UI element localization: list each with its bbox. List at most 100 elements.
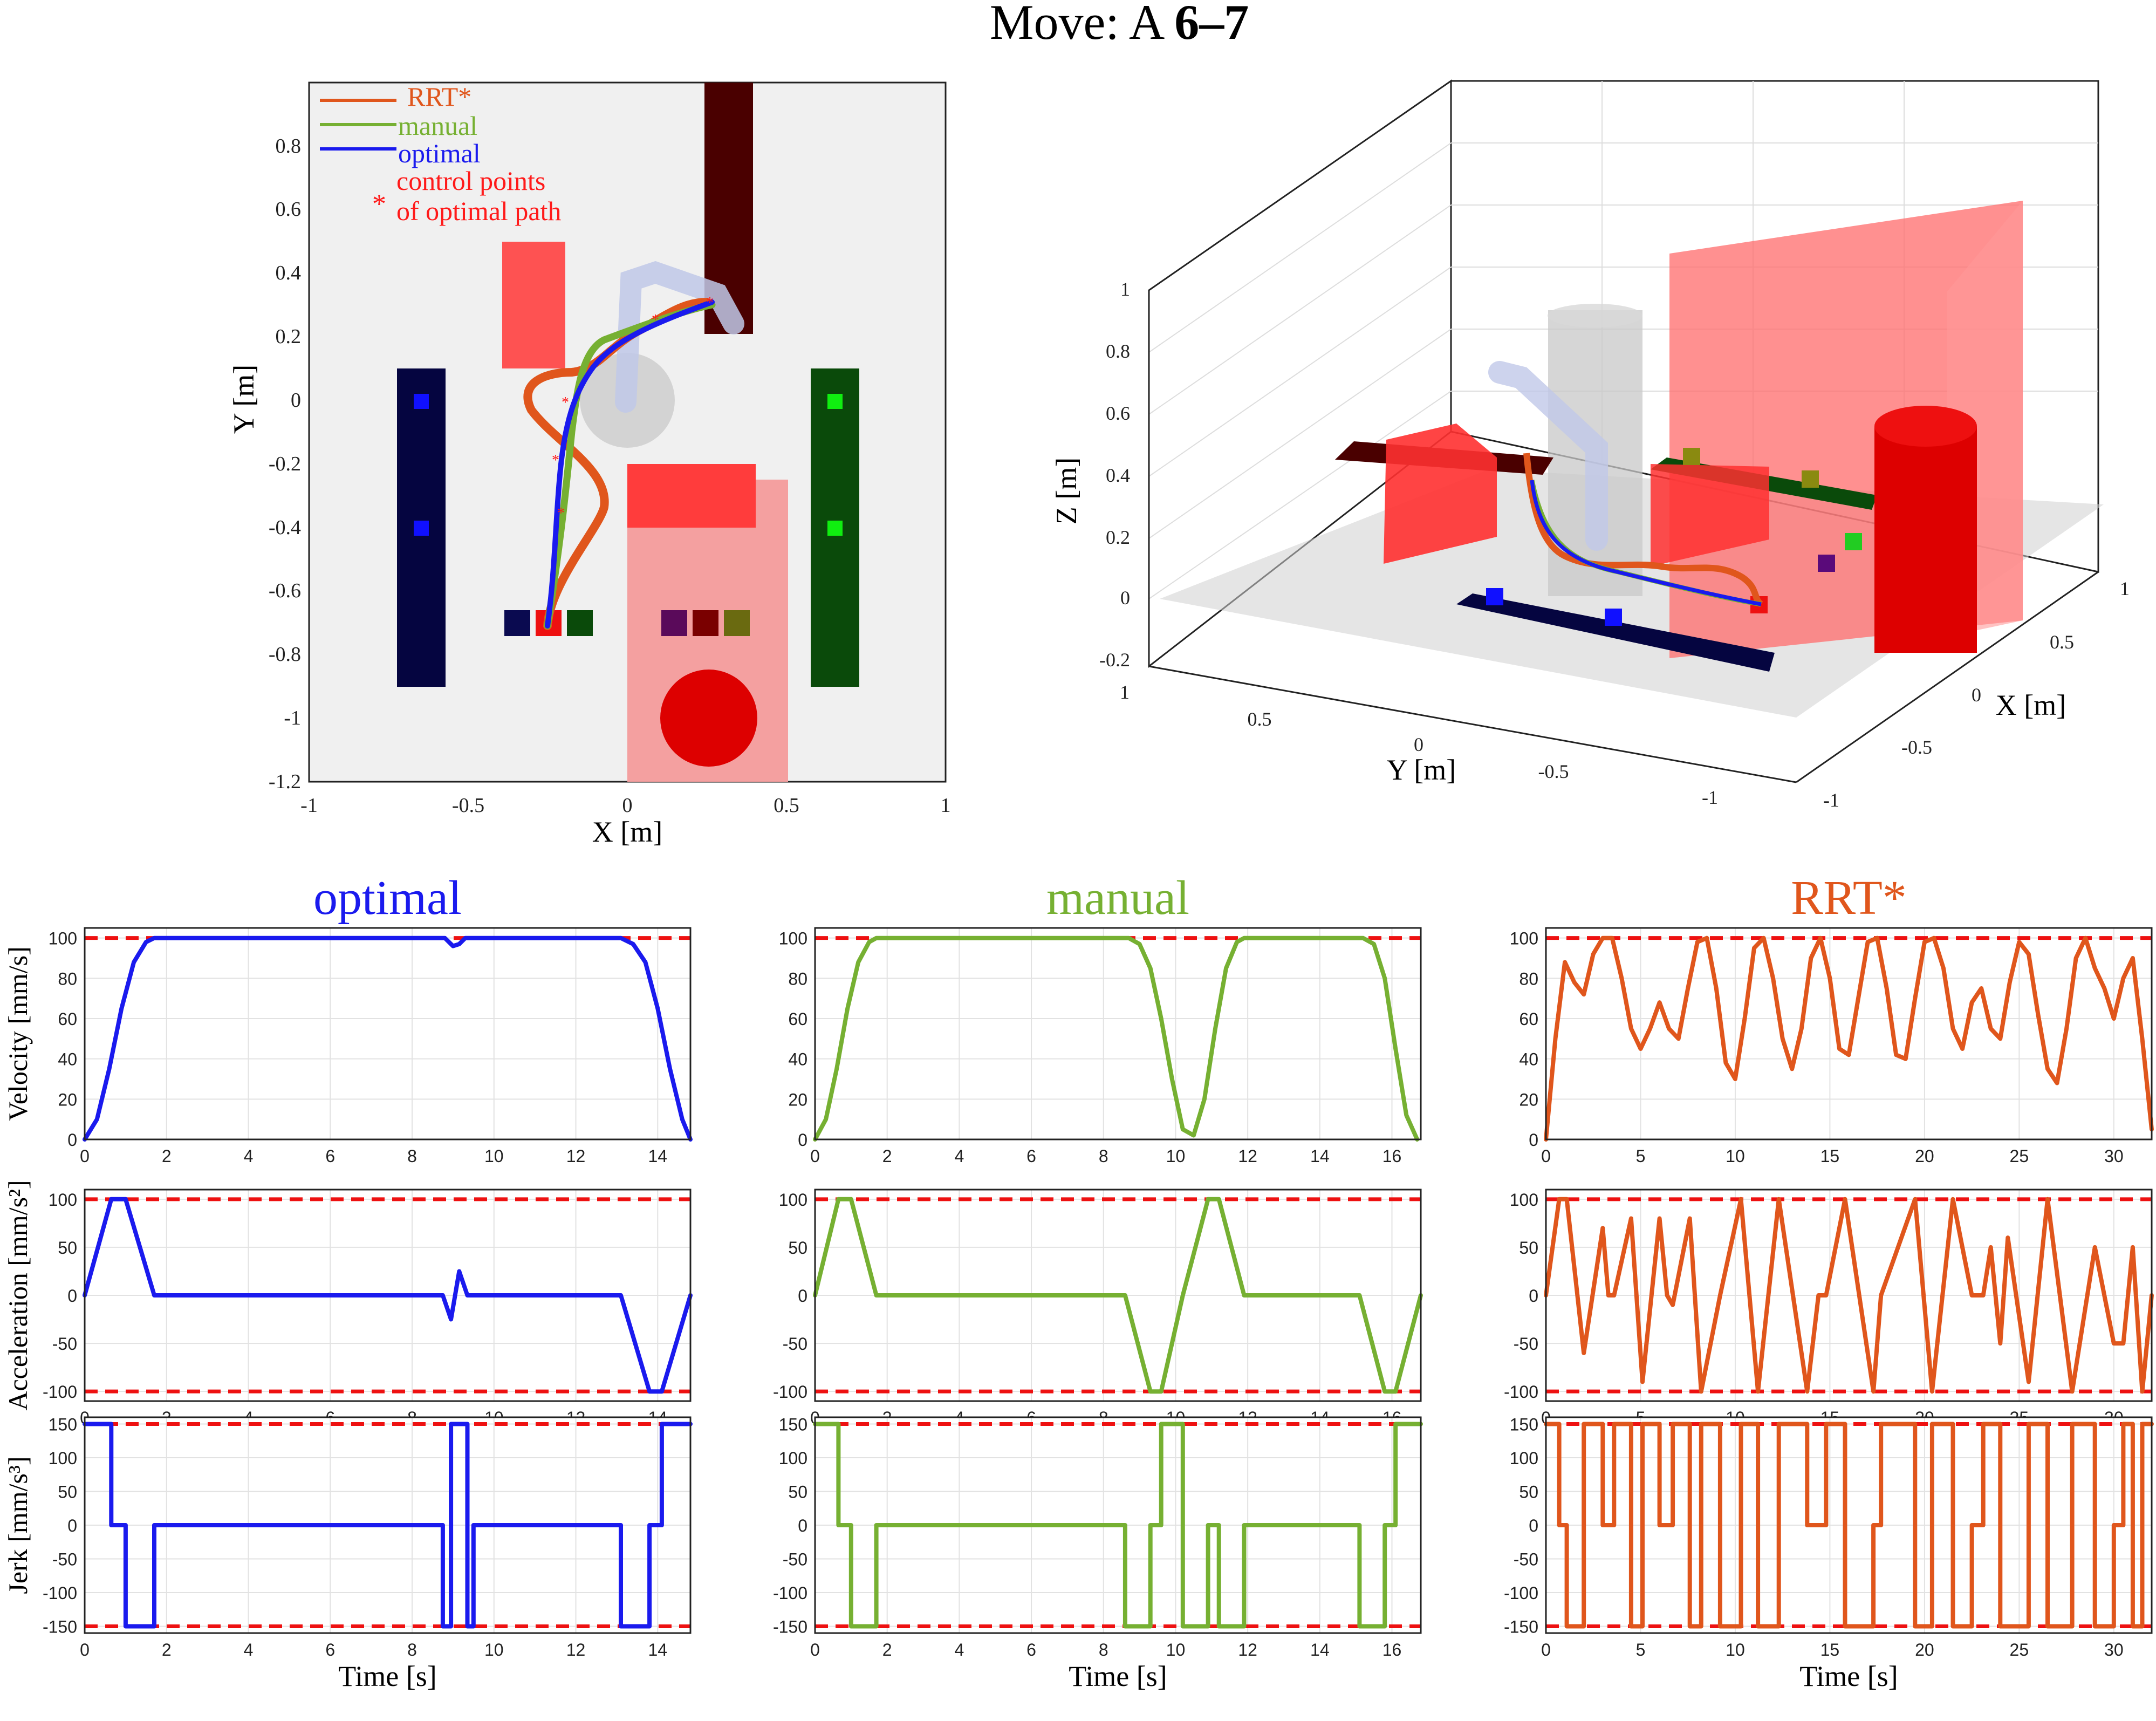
x-tick-label: 4: [954, 1640, 964, 1659]
y-tick-label: 150: [1510, 1415, 1538, 1435]
y-tick-label: 0: [67, 1130, 77, 1150]
y3d-tick: 0.5: [1248, 708, 1272, 730]
y-axis-label: Acceleration [mm/s²]: [3, 1180, 33, 1410]
y-axis-label: Jerk [mm/s³]: [3, 1456, 33, 1594]
z-tick: 0: [1120, 587, 1130, 609]
x-tick-label: 5: [1636, 1146, 1646, 1166]
chart-panel-manual-acceleration: -100-500501000246810121416: [773, 1189, 1423, 1428]
cube-3d-blue-2: [1605, 609, 1622, 626]
x-tick-label: 16: [1382, 1146, 1402, 1166]
view3d-xticks: 1 0.5 0 -0.5 -1: [1823, 578, 2130, 811]
y-tick-label: 100: [1510, 929, 1538, 948]
y-tick-label: 40: [58, 1050, 77, 1069]
series-line: [83, 935, 693, 1142]
blue-cube-2: [414, 521, 429, 536]
top-view-xticks: -1 -0.5 0 0.5 1: [300, 794, 950, 817]
y-tick: -0.4: [269, 516, 301, 539]
robot-arm-3d: [1488, 361, 1608, 551]
plot-frame: [1545, 1189, 2153, 1402]
top-view-yticks: 0.8 0.6 0.4 0.2 0 -0.2 -0.4 -0.6 -0.8 -1…: [269, 135, 301, 793]
plot-frame: [84, 927, 692, 1140]
red-box-3d-right: [1651, 464, 1769, 566]
x-tick-label: 14: [1310, 1640, 1330, 1659]
view3d-yticks: 1 0.5 0 -0.5 -1: [1120, 681, 1718, 808]
x-tick-label: 0: [80, 1640, 90, 1659]
y-tick-label: 50: [1519, 1238, 1538, 1258]
x3d-tick: 0: [1972, 684, 1981, 706]
y-tick-label: 80: [58, 969, 77, 988]
control-point: *: [652, 312, 659, 329]
y-tick-label: 100: [779, 1449, 807, 1468]
x-tick-label: 6: [325, 1146, 335, 1166]
x-tick-label: 0: [1541, 1146, 1551, 1166]
y3d-tick: -1: [1702, 787, 1718, 808]
plot-frame: [814, 1189, 1422, 1402]
x-tick-label: 30: [2104, 1146, 2124, 1166]
x-tick-label: 6: [325, 1640, 335, 1659]
y-tick-label: -50: [52, 1550, 77, 1569]
plot-frame: [814, 927, 1422, 1140]
top-view-plot: * * * * * RRT* manual optimal * control …: [228, 81, 951, 848]
x-tick-label: 15: [1820, 1640, 1840, 1659]
series-line: [1544, 1197, 2154, 1394]
y-tick-label: 0: [798, 1516, 807, 1535]
z-tick: 0.4: [1106, 465, 1130, 486]
plot-frame: [84, 1416, 692, 1634]
series-line: [1544, 1422, 2154, 1629]
x-tick-label: 2: [162, 1640, 172, 1659]
series-line: [813, 1197, 1423, 1394]
x-tick-label: 14: [648, 1640, 668, 1659]
y-tick-label: 100: [49, 929, 77, 948]
y-tick-label: -50: [1514, 1334, 1538, 1354]
x-tick-label: 20: [1915, 1146, 1934, 1166]
green-cube-1: [827, 394, 843, 409]
z-tick: 0.6: [1106, 402, 1130, 424]
grid-line: [1148, 391, 1452, 599]
chart-panel-optimal-jerk: -150 -100 -50 0 50 100 150 0 2 4 6 8 10 12 14 Jerk [mm/…: [3, 1415, 693, 1692]
red-box-3d: [1384, 424, 1497, 564]
x-tick-label: 8: [407, 1146, 417, 1166]
view3d-zticks: 1 0.8 0.6 0.4 0.2 0 -0.2: [1099, 278, 1130, 671]
chart-panel-manual-velocity: 0 20 40 60 80 100 0 2 4 6 8 10 12 14 16 manual: [779, 871, 1422, 1166]
y-tick-label: 100: [1510, 1449, 1538, 1468]
cube-3d-purple: [1818, 555, 1835, 572]
y3d-tick: 0: [1414, 734, 1423, 755]
y-tick-label: 60: [788, 1009, 807, 1029]
series-line: [813, 1422, 1423, 1629]
x-tick-label: 20: [1915, 1640, 1934, 1659]
y-tick-label: 60: [58, 1009, 77, 1029]
plot-frame: [814, 1416, 1422, 1634]
y-tick-label: 50: [788, 1483, 807, 1502]
slot-olive: [724, 610, 750, 636]
legend-label-manual: manual: [398, 111, 477, 141]
y-tick: 0.6: [276, 198, 302, 221]
z-tick: 1: [1120, 278, 1130, 300]
x-tick-label: 0: [810, 1640, 820, 1659]
y-tick-label: 0: [67, 1286, 77, 1306]
slot-navy: [504, 610, 530, 636]
optimal-path: [545, 299, 715, 629]
top-view-legend: RRT* manual optimal * control points of …: [320, 81, 562, 226]
panel-title: manual: [1046, 871, 1189, 925]
series-line: [83, 1422, 693, 1629]
y-tick: 0.4: [276, 262, 302, 284]
chart-panel-rrt-jerk: -150 -100 -50 0 50 100 150 0 5 10 15 20 25 30 Time [s]: [1504, 1415, 2154, 1692]
x-tick-label: 8: [1099, 1146, 1108, 1166]
top-view-xlabel: X [m]: [592, 816, 662, 848]
x-tick-label: 10: [1166, 1146, 1186, 1166]
y-tick-label: 20: [58, 1090, 77, 1109]
cube-3d-green: [1845, 533, 1862, 550]
series-line: [813, 935, 1420, 1142]
y-tick-label: 80: [1519, 969, 1538, 988]
plot-area: [84, 927, 692, 1140]
red-cylinder-3d-top: [1874, 406, 1977, 447]
legend-label-control-2: of optimal path: [396, 196, 562, 226]
x-tick: -1: [300, 794, 318, 817]
obstacle-red-box-lower: [627, 464, 756, 528]
legend-marker-control: *: [372, 189, 386, 220]
x-tick-label: 0: [80, 1146, 90, 1166]
x-tick-label: 6: [1026, 1146, 1036, 1166]
y-tick-label: -50: [783, 1550, 807, 1569]
grid-line: [1148, 204, 1452, 415]
